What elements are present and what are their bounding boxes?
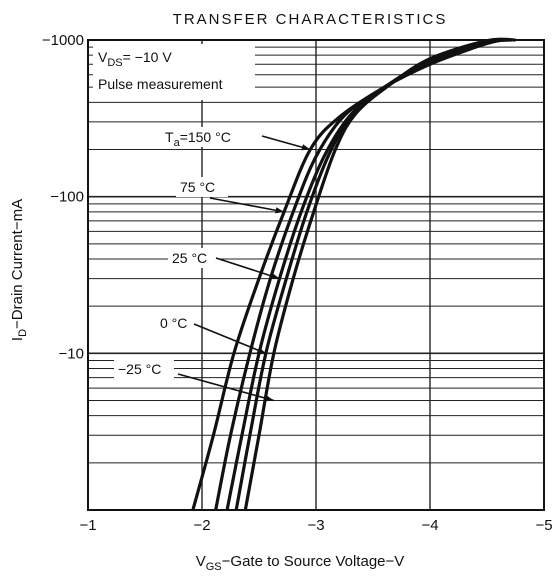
series-line-0 — [191, 38, 499, 511]
leader-line-4 — [177, 373, 275, 402]
x-axis-label: VGS−Gate to Source Voltage−V — [196, 553, 405, 573]
curve-label-bg — [176, 177, 228, 197]
leader-line-1 — [209, 197, 285, 213]
curve-label-3: 0 °C — [160, 315, 187, 331]
y-tick-label: −100 — [50, 189, 84, 206]
x-tick-label: −4 — [421, 517, 438, 534]
conditions-vds: VDS= −10 V — [98, 49, 172, 69]
leader-arrowhead-4 — [264, 395, 274, 402]
x-tick-label: −3 — [307, 517, 324, 534]
x-axis-label-subscript: GS — [206, 561, 222, 573]
x-tick-label: −2 — [193, 517, 210, 534]
curve-label-1: 75 °C — [180, 179, 215, 195]
vds-symbol: V — [98, 49, 108, 65]
curve-label-bg — [114, 359, 174, 379]
curve-label-2: 25 °C — [172, 250, 207, 266]
curve-label-bg — [168, 248, 220, 268]
curve-label-4: −25 °C — [118, 361, 161, 377]
leader-arrowhead-3 — [256, 347, 266, 354]
series-line-3 — [234, 37, 513, 511]
curve-label-main: 0 °C — [160, 315, 187, 331]
conditions-box — [93, 44, 255, 100]
curve-label-bg — [161, 127, 237, 147]
grid — [87, 40, 545, 511]
vds-value: = −10 V — [123, 49, 173, 65]
curve-labels: Ta=150 °C 75 °C 25 °C 0 °C −25 °C — [114, 127, 311, 402]
y-axis-label-text: −Drain Current−mA — [9, 199, 26, 329]
curve-label-bg — [156, 313, 200, 333]
x-tick-label: −5 — [535, 517, 552, 534]
leader-arrowhead-1 — [275, 207, 285, 214]
curve-label-sub: a — [174, 137, 181, 149]
curve-label-main: 25 °C — [172, 250, 207, 266]
x-axis-label-text: −Gate to Source Voltage−V — [222, 553, 405, 570]
leader-line-2 — [215, 257, 280, 280]
chart-title: TRANSFER CHARACTERISTICS — [173, 11, 448, 28]
series-line-4 — [243, 37, 516, 511]
x-axis-label-symbol: V — [196, 553, 206, 570]
y-tick-label: −10 — [59, 345, 84, 362]
y-tick-label: −1000 — [42, 32, 84, 49]
curve-label-main: 75 °C — [180, 179, 215, 195]
tick-labels: −1 −2 −3 −4 −5 −1000 −100 −10 — [42, 32, 553, 534]
curve-label-main: −25 °C — [118, 361, 161, 377]
leader-arrowhead-0 — [301, 144, 311, 151]
curve-label-0: Ta=150 °C — [165, 129, 231, 149]
x-tick-label: −1 — [79, 517, 96, 534]
curves — [191, 37, 516, 511]
y-axis-label-symbol: I — [9, 337, 26, 341]
plot-frame — [87, 39, 545, 511]
curve-label-rest: =150 °C — [180, 129, 231, 145]
conditions-note: Pulse measurement — [98, 76, 223, 92]
y-axis-label-subscript: D — [17, 329, 29, 337]
vds-subscript: DS — [107, 57, 122, 69]
curve-label-main: T — [165, 129, 174, 145]
leader-line-3 — [193, 323, 267, 355]
leader-arrowhead-2 — [270, 273, 280, 279]
series-line-2 — [225, 38, 510, 511]
y-axis-label: ID−Drain Current−mA — [9, 199, 29, 341]
